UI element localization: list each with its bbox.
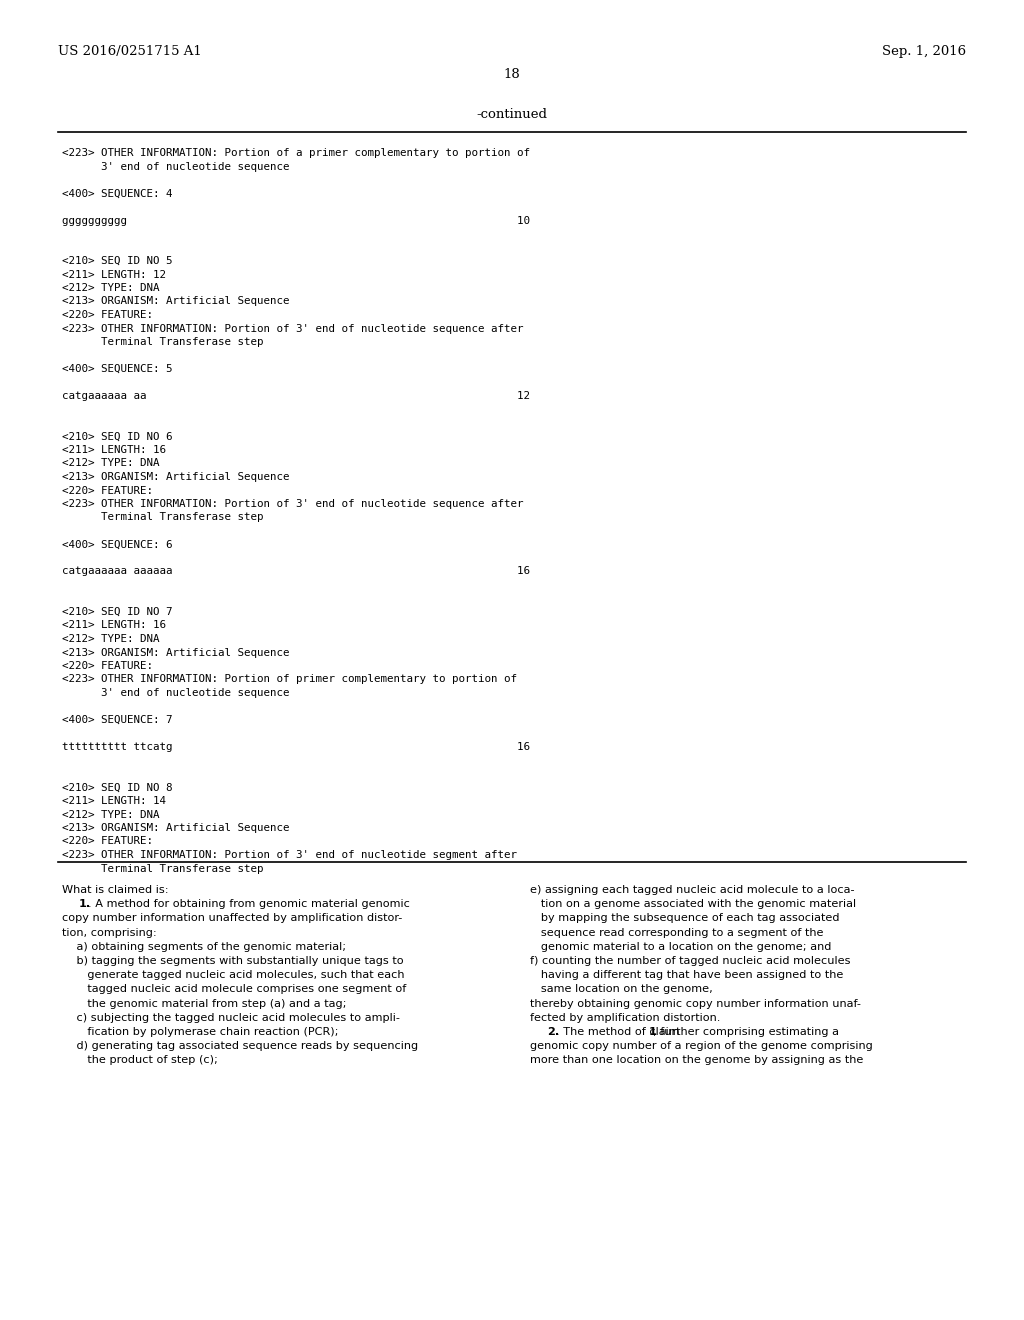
Text: c) subjecting the tagged nucleic acid molecules to ampli-: c) subjecting the tagged nucleic acid mo…: [62, 1012, 400, 1023]
Text: <210> SEQ ID NO 5: <210> SEQ ID NO 5: [62, 256, 172, 267]
Text: a) obtaining segments of the genomic material;: a) obtaining segments of the genomic mat…: [62, 941, 346, 952]
Text: <212> TYPE: DNA: <212> TYPE: DNA: [62, 282, 160, 293]
Text: same location on the genome,: same location on the genome,: [530, 985, 713, 994]
Text: <212> TYPE: DNA: <212> TYPE: DNA: [62, 809, 160, 820]
Text: <400> SEQUENCE: 5: <400> SEQUENCE: 5: [62, 364, 172, 374]
Text: tttttttttt ttcatg                                                     16: tttttttttt ttcatg 16: [62, 742, 530, 752]
Text: genomic copy number of a region of the genome comprising: genomic copy number of a region of the g…: [530, 1041, 872, 1051]
Text: tion, comprising:: tion, comprising:: [62, 928, 157, 937]
Text: <400> SEQUENCE: 4: <400> SEQUENCE: 4: [62, 189, 172, 198]
Text: <213> ORGANISM: Artificial Sequence: <213> ORGANISM: Artificial Sequence: [62, 297, 290, 306]
Text: b) tagging the segments with substantially unique tags to: b) tagging the segments with substantial…: [62, 956, 403, 966]
Text: more than one location on the genome by assigning as the: more than one location on the genome by …: [530, 1056, 863, 1065]
Text: US 2016/0251715 A1: US 2016/0251715 A1: [58, 45, 202, 58]
Text: by mapping the subsequence of each tag associated: by mapping the subsequence of each tag a…: [530, 913, 840, 924]
Text: fication by polymerase chain reaction (PCR);: fication by polymerase chain reaction (P…: [62, 1027, 339, 1038]
Text: Terminal Transferase step: Terminal Transferase step: [62, 337, 263, 347]
Text: <223> OTHER INFORMATION: Portion of primer complementary to portion of: <223> OTHER INFORMATION: Portion of prim…: [62, 675, 517, 685]
Text: tion on a genome associated with the genomic material: tion on a genome associated with the gen…: [530, 899, 856, 909]
Text: <223> OTHER INFORMATION: Portion of 3' end of nucleotide sequence after: <223> OTHER INFORMATION: Portion of 3' e…: [62, 499, 523, 510]
Text: genomic material to a location on the genome; and: genomic material to a location on the ge…: [530, 941, 831, 952]
Text: the genomic material from step (a) and a tag;: the genomic material from step (a) and a…: [62, 999, 346, 1008]
Text: . The method of claim: . The method of claim: [556, 1027, 683, 1038]
Text: -continued: -continued: [476, 108, 548, 121]
Text: <210> SEQ ID NO 7: <210> SEQ ID NO 7: [62, 607, 172, 616]
Text: 18: 18: [504, 69, 520, 82]
Text: gggggggggg                                                            10: gggggggggg 10: [62, 215, 530, 226]
Text: <223> OTHER INFORMATION: Portion of 3' end of nucleotide segment after: <223> OTHER INFORMATION: Portion of 3' e…: [62, 850, 517, 861]
Text: <220> FEATURE:: <220> FEATURE:: [62, 837, 153, 846]
Text: <213> ORGANISM: Artificial Sequence: <213> ORGANISM: Artificial Sequence: [62, 648, 290, 657]
Text: f) counting the number of tagged nucleic acid molecules: f) counting the number of tagged nucleic…: [530, 956, 851, 966]
Text: <223> OTHER INFORMATION: Portion of 3' end of nucleotide sequence after: <223> OTHER INFORMATION: Portion of 3' e…: [62, 323, 523, 334]
Text: <220> FEATURE:: <220> FEATURE:: [62, 310, 153, 319]
Text: 2.: 2.: [547, 1027, 559, 1038]
Text: <213> ORGANISM: Artificial Sequence: <213> ORGANISM: Artificial Sequence: [62, 473, 290, 482]
Text: 3' end of nucleotide sequence: 3' end of nucleotide sequence: [62, 161, 290, 172]
Text: Terminal Transferase step: Terminal Transferase step: [62, 863, 263, 874]
Text: <210> SEQ ID NO 8: <210> SEQ ID NO 8: [62, 783, 172, 792]
Text: <213> ORGANISM: Artificial Sequence: <213> ORGANISM: Artificial Sequence: [62, 822, 290, 833]
Text: thereby obtaining genomic copy number information unaf-: thereby obtaining genomic copy number in…: [530, 999, 861, 1008]
Text: <211> LENGTH: 16: <211> LENGTH: 16: [62, 620, 166, 631]
Text: <220> FEATURE:: <220> FEATURE:: [62, 661, 153, 671]
Text: catgaaaaaa aa                                                         12: catgaaaaaa aa 12: [62, 391, 530, 401]
Text: <400> SEQUENCE: 7: <400> SEQUENCE: 7: [62, 715, 172, 725]
Text: sequence read corresponding to a segment of the: sequence read corresponding to a segment…: [530, 928, 823, 937]
Text: <400> SEQUENCE: 6: <400> SEQUENCE: 6: [62, 540, 172, 549]
Text: Terminal Transferase step: Terminal Transferase step: [62, 512, 263, 523]
Text: copy number information unaffected by amplification distor-: copy number information unaffected by am…: [62, 913, 402, 924]
Text: the product of step (c);: the product of step (c);: [62, 1056, 218, 1065]
Text: Sep. 1, 2016: Sep. 1, 2016: [882, 45, 966, 58]
Text: 1.: 1.: [79, 899, 91, 909]
Text: <223> OTHER INFORMATION: Portion of a primer complementary to portion of: <223> OTHER INFORMATION: Portion of a pr…: [62, 148, 530, 158]
Text: What is claimed is:: What is claimed is:: [62, 884, 169, 895]
Text: tagged nucleic acid molecule comprises one segment of: tagged nucleic acid molecule comprises o…: [62, 985, 407, 994]
Text: 3' end of nucleotide sequence: 3' end of nucleotide sequence: [62, 688, 290, 698]
Text: <211> LENGTH: 16: <211> LENGTH: 16: [62, 445, 166, 455]
Text: fected by amplification distortion.: fected by amplification distortion.: [530, 1012, 720, 1023]
Text: , further comprising estimating a: , further comprising estimating a: [652, 1027, 839, 1038]
Text: d) generating tag associated sequence reads by sequencing: d) generating tag associated sequence re…: [62, 1041, 418, 1051]
Text: <210> SEQ ID NO 6: <210> SEQ ID NO 6: [62, 432, 172, 441]
Text: <212> TYPE: DNA: <212> TYPE: DNA: [62, 634, 160, 644]
Text: <212> TYPE: DNA: <212> TYPE: DNA: [62, 458, 160, 469]
Text: . A method for obtaining from genomic material genomic: . A method for obtaining from genomic ma…: [88, 899, 410, 909]
Text: catgaaaaaa aaaaaa                                                     16: catgaaaaaa aaaaaa 16: [62, 566, 530, 577]
Text: having a different tag that have been assigned to the: having a different tag that have been as…: [530, 970, 844, 981]
Text: <211> LENGTH: 12: <211> LENGTH: 12: [62, 269, 166, 280]
Text: <211> LENGTH: 14: <211> LENGTH: 14: [62, 796, 166, 807]
Text: <220> FEATURE:: <220> FEATURE:: [62, 486, 153, 495]
Text: e) assigning each tagged nucleic acid molecule to a loca-: e) assigning each tagged nucleic acid mo…: [530, 884, 854, 895]
Text: 1: 1: [648, 1027, 656, 1038]
Text: generate tagged nucleic acid molecules, such that each: generate tagged nucleic acid molecules, …: [62, 970, 404, 981]
